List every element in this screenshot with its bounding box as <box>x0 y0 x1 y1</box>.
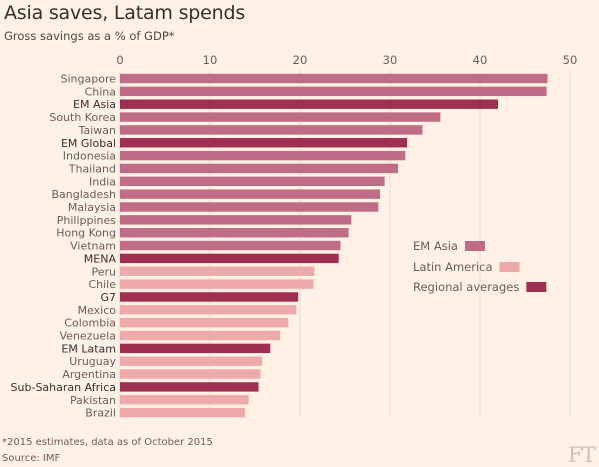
x-tick-label: 40 <box>473 53 488 67</box>
legend-label: Regional averages <box>413 280 519 294</box>
category-label: South Korea <box>49 111 116 124</box>
category-label: Indonesia <box>63 150 116 163</box>
category-label: Philippines <box>57 214 117 227</box>
category-label: EM Latam <box>61 342 116 355</box>
x-tick-label: 20 <box>293 53 308 67</box>
bar <box>120 202 379 212</box>
bar <box>120 382 259 392</box>
bar <box>120 343 271 354</box>
category-label: Argentina <box>62 368 116 381</box>
category-label: Peru <box>91 265 116 278</box>
category-label: Sub-Saharan Africa <box>11 381 116 394</box>
bar <box>120 369 261 379</box>
footnote: *2015 estimates, data as of October 2015 <box>2 437 213 448</box>
bar <box>120 395 249 405</box>
category-label: MENA <box>84 252 117 265</box>
bar <box>120 150 406 161</box>
ft-logo: FT <box>568 443 596 467</box>
category-label: EM Global <box>61 137 116 150</box>
category-label: Singapore <box>61 73 117 86</box>
x-tick-label: 50 <box>563 53 578 67</box>
category-label: Brazil <box>85 407 116 420</box>
legend-swatch <box>464 241 485 251</box>
bar <box>120 176 385 186</box>
bar <box>120 138 408 148</box>
bar <box>120 305 297 315</box>
category-label: Malaysia <box>68 201 116 214</box>
legend-swatch <box>499 262 520 272</box>
bar <box>120 125 423 135</box>
legend-label: Latin America <box>413 260 493 274</box>
bar <box>120 266 315 276</box>
chart-title: Asia saves, Latam spends <box>4 2 246 24</box>
chart-subtitle: Gross savings as a % of GDP* <box>4 29 175 43</box>
bar <box>120 292 299 302</box>
x-tick-label: 30 <box>383 53 398 67</box>
bar <box>120 215 352 225</box>
category-label: Chile <box>88 278 116 291</box>
x-tick-label: 0 <box>116 53 123 67</box>
category-label: Colombia <box>64 317 116 330</box>
category-label: Pakistan <box>70 394 116 407</box>
bar <box>120 99 498 109</box>
bar <box>120 279 314 289</box>
category-label: Uruguay <box>69 355 116 368</box>
bar <box>120 163 399 174</box>
bar <box>120 330 281 341</box>
category-label: China <box>85 85 116 98</box>
bar <box>120 407 246 418</box>
legend-swatch <box>526 282 547 292</box>
bar <box>120 253 339 264</box>
category-label: India <box>89 175 116 188</box>
bar <box>120 317 289 328</box>
bar <box>120 240 341 251</box>
legend-label: EM Asia <box>413 239 458 253</box>
category-label: EM Asia <box>73 98 116 111</box>
category-label: Bangladesh <box>52 188 117 201</box>
category-label: Hong Kong <box>56 227 116 240</box>
bar <box>120 356 263 366</box>
bar <box>120 189 381 199</box>
source-note: Source: IMF <box>2 453 61 464</box>
bar <box>120 112 441 122</box>
category-label: G7 <box>100 291 116 304</box>
bar <box>120 73 548 84</box>
x-tick-label: 10 <box>203 53 218 67</box>
category-label: Mexico <box>78 304 117 317</box>
category-label: Vietnam <box>70 240 116 253</box>
category-label: Taiwan <box>78 124 116 137</box>
category-label: Venezuela <box>60 330 117 343</box>
bar <box>120 86 547 97</box>
bar <box>120 228 349 238</box>
category-label: Thailand <box>68 162 116 175</box>
